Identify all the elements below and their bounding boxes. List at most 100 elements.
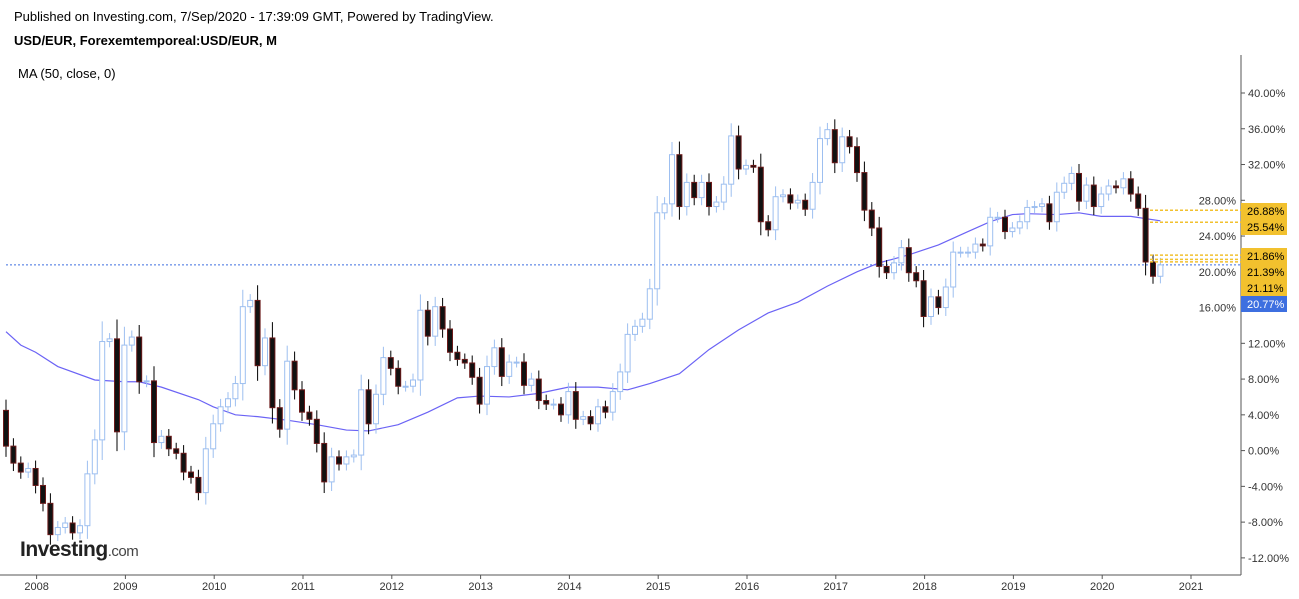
candle-down	[913, 266, 920, 288]
candle-body	[920, 280, 927, 317]
candle-up	[1068, 166, 1075, 191]
candle-body	[262, 337, 268, 367]
candle-up	[506, 354, 513, 384]
candle-body	[928, 296, 934, 317]
candle-body	[40, 484, 46, 504]
candle-up	[432, 296, 439, 346]
y-tick-label: 28.00%	[1199, 195, 1237, 207]
candle-down	[787, 188, 794, 210]
candle-body	[809, 181, 816, 210]
candle-up	[942, 278, 949, 317]
candle-body	[580, 416, 587, 420]
symbol-title: USD/EUR, Forexemtemporeal:USD/EUR, M	[14, 33, 277, 48]
y-tick-label: 32.00%	[1248, 160, 1286, 172]
candle-down	[1046, 195, 1053, 230]
candle-body	[180, 452, 187, 473]
candle-up	[225, 392, 231, 414]
candle-body	[1157, 264, 1164, 277]
candle-body	[1031, 206, 1038, 209]
candle-body	[195, 476, 202, 494]
x-tick-label: 2016	[735, 581, 759, 593]
y-tick-label: 36.00%	[1248, 124, 1286, 136]
candle-down	[846, 129, 853, 154]
y-tick-label: 12.00%	[1248, 338, 1286, 350]
candle-body	[802, 199, 809, 210]
candle-up	[817, 126, 823, 195]
candle-down	[469, 355, 476, 385]
candle-body	[328, 456, 335, 483]
candle-body	[269, 337, 276, 409]
current-price-box	[1241, 296, 1287, 312]
candle-body	[839, 136, 846, 164]
candle-body	[772, 196, 779, 231]
candle-down	[735, 125, 742, 180]
candle-down	[47, 493, 54, 545]
candle-body	[957, 251, 964, 254]
candle-body	[106, 338, 113, 343]
candle-up	[780, 189, 786, 203]
candle-down	[757, 153, 764, 236]
candle-body	[1016, 221, 1023, 229]
candle-body	[498, 347, 505, 377]
candle-body	[232, 383, 239, 400]
candle-up	[824, 122, 831, 146]
candle-up	[1098, 186, 1105, 214]
x-tick-label: 2013	[468, 581, 492, 593]
candle-up	[928, 288, 934, 325]
candle-body	[77, 525, 83, 534]
candle-body	[69, 522, 76, 534]
current-price-label: 20.77%	[1247, 299, 1285, 311]
candle-down	[543, 394, 550, 411]
candle-up	[987, 207, 994, 256]
candle-down	[365, 379, 372, 435]
candle-down	[572, 382, 579, 429]
candle-up	[898, 240, 905, 271]
candle-body	[698, 181, 705, 199]
candle-body	[173, 448, 180, 454]
candle-up	[661, 197, 668, 220]
candle-up	[239, 289, 246, 401]
ma-indicator-label[interactable]: MA (50, close, 0)	[18, 66, 116, 81]
candle-up	[624, 323, 631, 383]
candle-body	[632, 325, 638, 335]
candle-up	[1083, 177, 1090, 209]
candle-up	[809, 173, 816, 219]
candle-up	[77, 519, 83, 540]
candle-body	[1113, 185, 1119, 189]
candle-body	[336, 456, 342, 465]
candle-up	[891, 256, 897, 280]
candle-body	[683, 181, 690, 208]
candle-body	[54, 526, 61, 536]
price-marker-label: 21.11%	[1247, 283, 1284, 295]
candle-body	[225, 398, 231, 408]
candle-down	[861, 161, 868, 222]
candle-body	[787, 194, 794, 204]
y-tick-label: -4.00%	[1248, 481, 1283, 493]
candle-body	[136, 336, 143, 383]
candle-body	[883, 265, 890, 274]
candle-body	[1053, 191, 1060, 223]
candle-body	[602, 406, 609, 413]
x-tick-label: 2012	[380, 581, 404, 593]
candle-down	[165, 429, 172, 457]
candle-body	[62, 522, 69, 528]
candle-down	[1002, 209, 1008, 240]
candle-down	[395, 360, 402, 395]
candle-down	[299, 381, 305, 421]
candle-up	[595, 398, 601, 432]
candle-body	[728, 135, 735, 185]
candle-down	[1090, 176, 1097, 216]
candle-down	[136, 324, 143, 394]
candle-down	[854, 137, 860, 182]
candle-down	[831, 119, 838, 174]
candle-up	[25, 462, 32, 478]
y-tick-label: 0.00%	[1248, 446, 1279, 458]
candle-body	[387, 357, 394, 369]
candle-down	[276, 399, 283, 438]
candle-body	[706, 181, 712, 208]
x-tick-label: 2009	[113, 581, 137, 593]
investing-logo: Investing.com	[20, 538, 139, 562]
candle-body	[595, 406, 601, 425]
candle-up	[106, 333, 113, 348]
